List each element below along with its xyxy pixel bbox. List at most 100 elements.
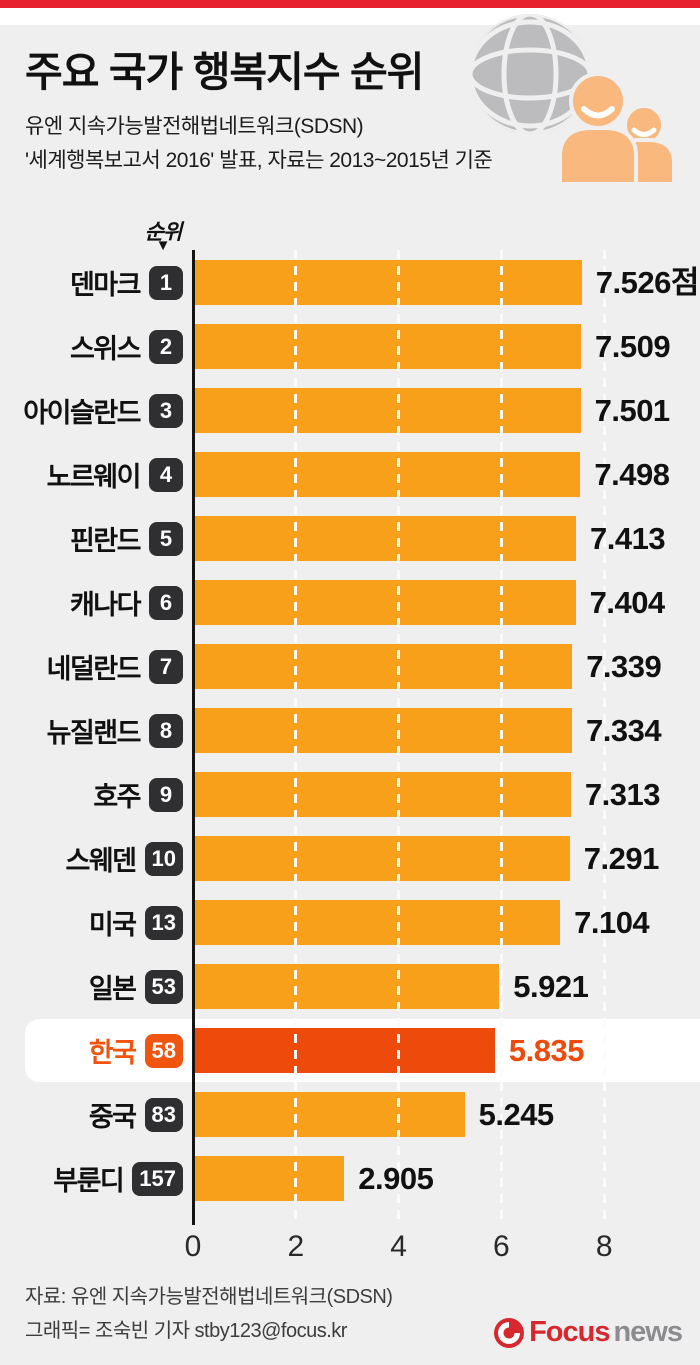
country-bar [195,516,576,561]
gridline-2 [294,250,298,1222]
value-label: 7.104 [574,905,650,940]
rank-badge: 3 [149,393,183,428]
country-name: 아이슬란드 [23,398,141,428]
focus-news-logo-focus: Focus [529,1316,610,1348]
country-name: 스웨덴 [65,846,137,876]
subtitle-line-1: 유엔 지속가능발전해법네트워크(SDSN) [25,115,364,138]
x-tick-label-4: 4 [390,1230,407,1263]
value-label: 7.339 [586,649,662,684]
value-label: 7.501 [594,393,671,428]
country-name: 한국 [88,1038,137,1068]
country-bar [195,644,573,689]
focus-news-logo-icon [494,1317,525,1348]
subtitle-line-2: '세계행복보고서 2016' 발표, 자료는 2013~2015년 기준 [25,149,493,172]
country-label-group: 스웨덴 10 [0,836,183,881]
rank-badge: 13 [144,905,183,940]
country-label-group: 핀란드 5 [0,516,183,561]
gridline-4 [397,250,401,1222]
value-label: 7.404 [589,585,666,620]
page-title-light: 주요 국가 [25,49,183,95]
country-name: 일본 [88,974,137,1004]
focus-news-logo: Focus news [493,1316,683,1349]
country-bar [195,452,581,497]
value-label: 7.498 [594,457,670,492]
y-axis-line [192,250,195,1225]
country-label-group: 중국 83 [0,1092,183,1137]
country-bar [195,580,576,625]
rank-badge: 5 [149,521,183,556]
value-label: 7.313 [584,777,661,812]
page-title: 주요 국가 행복지수 순위 [25,38,425,98]
country-bar [195,900,561,945]
value-label: 5.835 [508,1033,585,1068]
rank-badge: 53 [144,969,183,1004]
rank-badge: 6 [149,585,183,620]
rank-badge: 10 [144,841,183,876]
country-bar [195,1028,495,1073]
rank-badge: 157 [132,1161,183,1196]
rank-badge: 7 [149,649,183,684]
country-bar [195,324,581,369]
value-label: 7.334 [586,713,662,748]
country-name: 중국 [88,1102,137,1132]
country-label-group: 노르웨이 4 [0,452,183,497]
value-label: 5.245 [478,1097,555,1132]
country-label-group: 미국 13 [0,900,183,945]
country-name: 노르웨이 [46,462,142,492]
source-line: 자료: 유엔 지속가능발전해법네트워크(SDSN) [25,1286,393,1308]
rank-badge: 9 [149,777,183,812]
country-name: 호주 [93,782,141,812]
rank-column-header: 순위 [144,221,183,244]
globe-icon [470,14,590,134]
country-bar [195,260,582,305]
country-name: 캐나다 [69,590,142,620]
country-name: 스위스 [69,334,142,364]
country-bar [195,708,572,753]
country-name: 핀란드 [69,526,142,556]
country-label-group: 부룬디 157 [0,1156,183,1201]
credit-line: 그래픽= 조숙빈 기자 stby123@focus.kr [25,1320,347,1342]
people-icon [558,72,676,186]
focus-news-logo-news: news [613,1316,683,1348]
rank-badge: 83 [144,1097,183,1132]
country-label-group: 일본 53 [0,964,183,1009]
rank-badge: 8 [149,713,183,748]
value-label: 2.905 [358,1161,434,1196]
country-name: 덴마크 [69,270,142,300]
top-accent-bar [0,0,700,8]
page-subtitle: 유엔 지속가능발전해법네트워크(SDSN) '세계행복보고서 2016' 발표,… [25,110,493,178]
country-label-group: 호주 9 [0,772,183,817]
value-label: 7.413 [590,521,666,556]
country-bar [195,836,570,881]
rank-badge: 1 [149,265,183,300]
globe-and-people-icon [470,14,676,186]
country-label-group: 아이슬란드 3 [0,388,183,433]
country-label-group: 한국 58 [0,1028,183,1073]
value-label: 7.291 [583,841,660,876]
x-tick-label-2: 2 [287,1230,305,1263]
rank-arrow-down-icon: ▼ [155,237,171,254]
footer-credits: 자료: 유엔 지속가능발전해법네트워크(SDSN) 그래픽= 조숙빈 기자 st… [25,1280,393,1348]
country-name: 부룬디 [53,1166,125,1196]
page-title-bold: 행복지수 순위 [192,49,425,95]
country-name: 뉴질랜드 [46,718,142,748]
country-label-group: 네덜란드 7 [0,644,183,689]
x-tick-label-8: 8 [595,1230,613,1263]
country-label-group: 뉴질랜드 8 [0,708,183,753]
country-bar [195,772,571,817]
value-label: 7.509 [595,329,671,364]
large-person-icon [558,72,638,186]
x-tick-label-6: 6 [493,1230,510,1263]
country-name: 미국 [88,910,137,940]
country-bar [195,388,581,433]
country-name: 네덜란드 [46,654,142,684]
gridline-6 [499,250,503,1222]
rank-badge: 2 [149,329,183,364]
x-tick-label-0: 0 [184,1230,202,1263]
value-label: 7.526점 [595,265,700,300]
country-label-group: 캐나다 6 [0,580,183,625]
country-label-group: 덴마크 1 [0,260,183,305]
country-bar [195,964,500,1009]
rank-badge: 4 [149,457,183,492]
gridline-8 [602,250,606,1222]
